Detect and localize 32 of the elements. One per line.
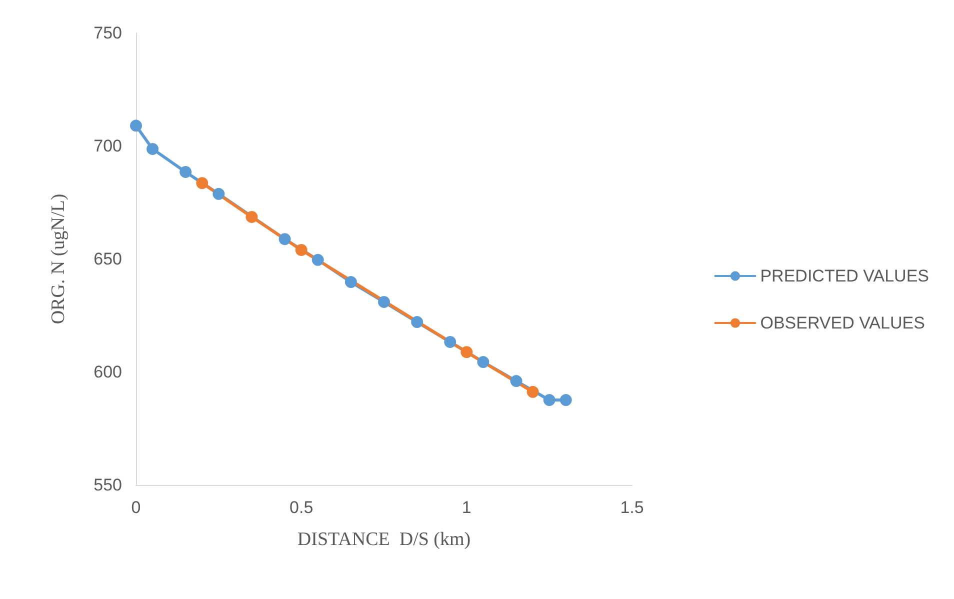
point — [180, 166, 192, 178]
point — [543, 394, 556, 406]
point — [278, 233, 291, 246]
point — [444, 336, 456, 348]
legend-label: OBSERVED VALUES — [760, 314, 925, 332]
y-tick-label: 750 — [94, 24, 122, 42]
y-tick-label: 700 — [94, 136, 122, 156]
point — [130, 120, 142, 132]
x-tick-label: 0.5 — [290, 498, 314, 517]
point — [196, 177, 208, 190]
point — [295, 244, 308, 256]
legend-label: PREDICTED VALUES — [760, 266, 929, 286]
x-axis-title: DISTANCE D/S (km) — [297, 529, 471, 550]
point — [344, 276, 357, 288]
point — [477, 356, 490, 368]
point — [460, 346, 473, 358]
point — [378, 296, 390, 308]
x-tick-label: 0 — [131, 498, 141, 517]
point — [246, 210, 258, 223]
y-tick-label: 600 — [94, 362, 122, 382]
x-tick-label: 1 — [462, 498, 472, 517]
y-tick-label: 650 — [94, 250, 122, 268]
point — [560, 394, 572, 406]
point — [526, 386, 539, 398]
point — [146, 142, 159, 155]
point — [411, 316, 424, 328]
point — [510, 375, 522, 388]
x-tick-label: 1.5 — [620, 498, 644, 517]
y-axis-title: ORG. N (ugN/L) — [48, 194, 69, 324]
point — [312, 254, 324, 266]
y-tick-label: 550 — [94, 476, 122, 494]
point — [212, 188, 225, 200]
